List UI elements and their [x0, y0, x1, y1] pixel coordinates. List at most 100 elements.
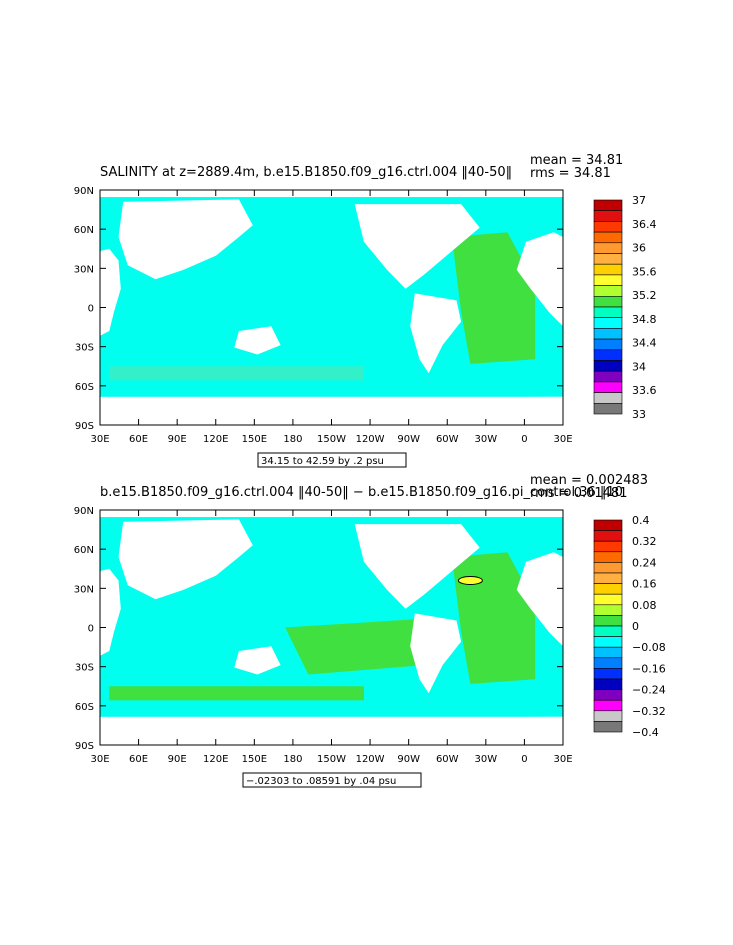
colorbar-swatch — [593, 562, 623, 574]
x-tick-label: 120W — [356, 754, 385, 765]
y-tick-label: 90S — [75, 421, 94, 432]
colorbar-swatch — [593, 540, 623, 553]
panel-2: b.e15.B1850.f09_g16.ctrl.004 ‖40-50‖ − b… — [74, 473, 666, 788]
x-tick-label: 120W — [356, 434, 385, 445]
colorbar-swatch — [593, 699, 623, 712]
range-note: 34.15 to 42.59 by .2 psu — [261, 456, 384, 467]
land-mask — [516, 552, 563, 647]
colorbar-label: 36.4 — [632, 218, 657, 231]
y-tick-label: 30N — [74, 584, 94, 595]
ocean-field — [100, 190, 563, 425]
colorbar-swatch — [593, 604, 623, 616]
x-tick-label: 150W — [317, 434, 346, 445]
colorbar-label: 33.6 — [632, 384, 657, 397]
colorbar-swatch — [593, 710, 623, 722]
colorbar-swatch — [593, 295, 623, 308]
colorbar-label: 33 — [632, 408, 646, 421]
colorbar-swatch — [593, 199, 623, 211]
range-note: −.02303 to .08591 by .04 psu — [246, 776, 396, 787]
x-tick-label: 30E — [90, 754, 109, 765]
land-mask — [410, 613, 462, 694]
x-tick-label: 30W — [475, 434, 498, 445]
colorbar-swatch — [593, 668, 623, 680]
colorbar-swatch — [593, 689, 623, 701]
colorbar-label: 35.6 — [632, 265, 657, 278]
colorbar-swatch — [593, 285, 623, 297]
x-tick-label: 60W — [436, 754, 459, 765]
colorbar-label: −0.08 — [632, 641, 666, 654]
land-mask — [118, 199, 253, 280]
y-tick-label: 30S — [75, 663, 94, 674]
colorbar-label: −0.4 — [632, 726, 659, 739]
x-tick-label: 60W — [436, 434, 459, 445]
land-mask — [100, 716, 563, 745]
y-tick-label: 30N — [74, 264, 94, 275]
y-tick-label: 0 — [88, 304, 94, 315]
land-mask — [118, 519, 253, 600]
colorbar-label: 35.2 — [632, 289, 657, 302]
x-tick-label: 90W — [397, 754, 420, 765]
colorbar-swatch — [593, 370, 623, 383]
x-tick-label: 30E — [553, 754, 572, 765]
y-tick-label: 60S — [75, 702, 94, 713]
x-tick-label: 30E — [90, 434, 109, 445]
mean-stat: mean = 0.002483 — [530, 473, 648, 488]
land-mask — [100, 568, 121, 656]
colorbar-swatch — [593, 636, 623, 648]
colorbar-swatch — [593, 253, 623, 265]
colorbar-label: 0.4 — [632, 514, 650, 527]
chart-title: b.e15.B1850.f09_g16.ctrl.004 ‖40-50‖ − b… — [100, 485, 623, 500]
x-tick-label: 150W — [317, 754, 346, 765]
colorbar-swatch — [593, 263, 623, 276]
chart-title: SALINITY at z=2889.4m, b.e15.B1850.f09_g… — [100, 165, 512, 180]
y-tick-label: 90N — [74, 506, 94, 517]
rms-stat: rms = 34.81 — [530, 166, 611, 181]
x-tick-label: 90E — [168, 434, 187, 445]
x-tick-label: 0 — [521, 434, 527, 445]
land-mask — [516, 232, 563, 327]
y-tick-label: 60N — [74, 225, 94, 236]
colorbar-swatch — [593, 221, 623, 233]
colorbar-swatch — [593, 625, 623, 637]
colorbar-swatch — [593, 360, 623, 372]
colorbar-swatch — [593, 721, 623, 733]
x-tick-label: 30E — [553, 434, 572, 445]
x-tick-label: 180 — [283, 434, 302, 445]
pacific-anomaly — [285, 618, 434, 675]
land-mask — [410, 293, 462, 374]
colorbar-swatch — [593, 242, 623, 254]
y-tick-label: 90N — [74, 186, 94, 197]
colorbar-swatch — [593, 593, 623, 606]
colorbar-swatch — [593, 381, 623, 393]
colorbar-label: 34 — [632, 360, 646, 373]
colorbar-swatch — [593, 231, 623, 244]
colorbar-swatch — [593, 646, 623, 659]
land-mask — [234, 326, 281, 355]
mean-stat: mean = 34.81 — [530, 153, 623, 168]
y-tick-label: 90S — [75, 741, 94, 752]
colorbar-swatch — [593, 615, 623, 627]
colorbar-swatch — [593, 657, 623, 669]
x-tick-label: 30W — [475, 754, 498, 765]
land-mask — [100, 248, 121, 336]
y-tick-label: 30S — [75, 343, 94, 354]
colorbar-swatch — [593, 678, 623, 690]
x-tick-label: 90E — [168, 754, 187, 765]
colorbar-label: 0.24 — [632, 556, 657, 569]
x-tick-label: 90W — [397, 434, 420, 445]
x-tick-label: 150E — [242, 754, 267, 765]
range-note-box — [257, 452, 407, 468]
x-tick-label: 150E — [242, 434, 267, 445]
panel-1: SALINITY at z=2889.4m, b.e15.B1850.f09_g… — [74, 153, 657, 468]
colorbar-swatch — [593, 402, 623, 415]
colorbar-swatch — [593, 306, 623, 318]
atlantic-sector — [451, 232, 536, 364]
colorbar-swatch — [593, 519, 623, 531]
range-note-box — [242, 772, 422, 788]
x-tick-label: 120E — [203, 434, 228, 445]
colorbar-label: 0 — [632, 620, 639, 633]
y-tick-label: 60N — [74, 545, 94, 556]
land-mask — [354, 524, 480, 609]
x-tick-label: 180 — [283, 754, 302, 765]
